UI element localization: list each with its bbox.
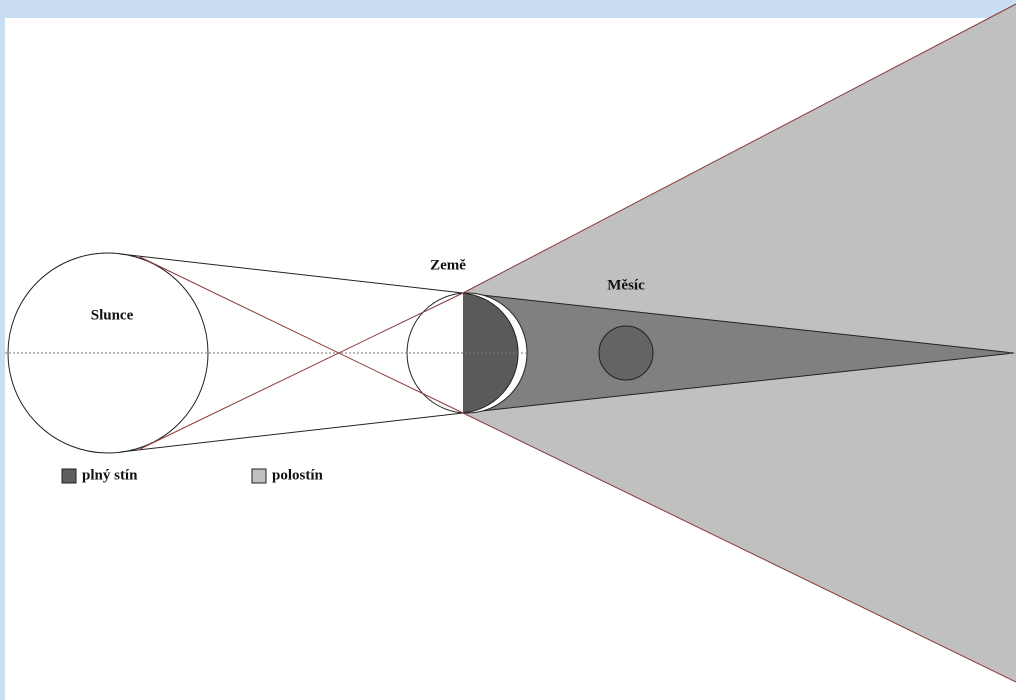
diagram: Slunce Země Měsíc plný stín polostín bbox=[0, 0, 1016, 700]
legend-swatch bbox=[62, 469, 76, 483]
moon-label: Měsíc bbox=[607, 277, 645, 293]
earth-label: Země bbox=[430, 257, 466, 273]
page: {"labels": {"sun": "Slunce", "earth": "Z… bbox=[0, 0, 1016, 700]
legend-swatch bbox=[252, 469, 266, 483]
legend-label: plný stín bbox=[82, 467, 138, 483]
sun-label: Slunce bbox=[91, 307, 134, 323]
moon bbox=[599, 326, 653, 380]
legend-label: polostín bbox=[272, 467, 324, 483]
